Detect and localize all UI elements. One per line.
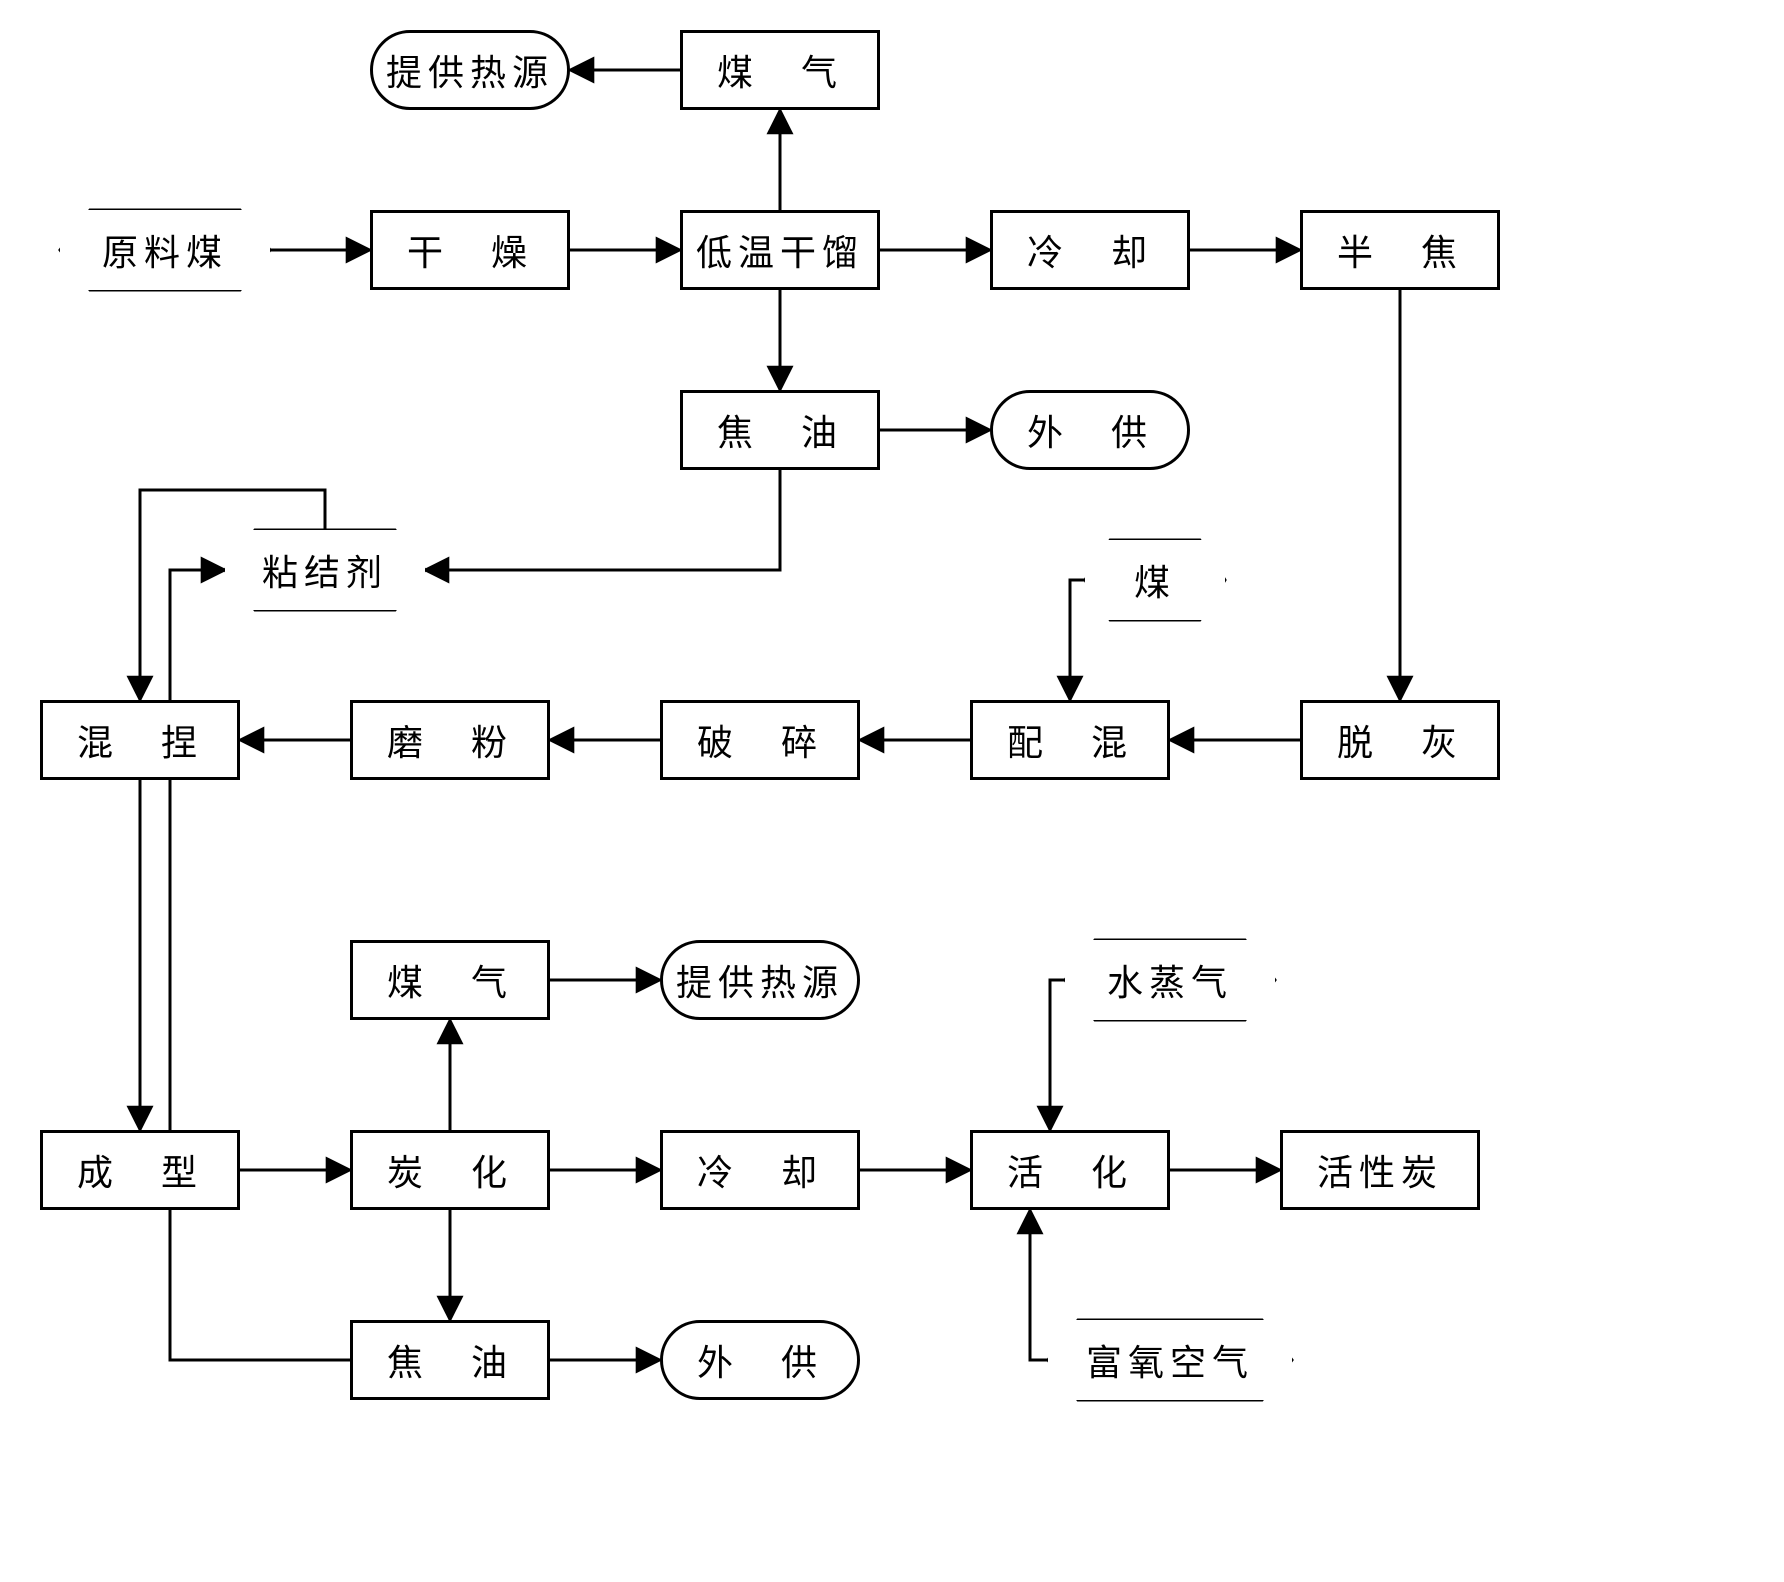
node-label: 干 燥 bbox=[407, 224, 533, 276]
node-label: 冷 却 bbox=[697, 1144, 823, 1196]
node-label: 配 混 bbox=[1007, 714, 1133, 766]
node-label: 煤 气 bbox=[387, 954, 513, 1006]
node-label: 磨 粉 bbox=[387, 714, 513, 766]
node-n_coal2: 煤 bbox=[1085, 540, 1225, 620]
node-n_gas2: 煤 气 bbox=[350, 940, 550, 1020]
node-n_gas1: 煤 气 bbox=[680, 30, 880, 110]
node-n_supply2: 外 供 bbox=[660, 1320, 860, 1400]
node-label: 成 型 bbox=[77, 1144, 203, 1196]
node-n_deash: 脱 灰 bbox=[1300, 700, 1500, 780]
node-n_blend: 配 混 bbox=[970, 700, 1170, 780]
node-n_activate: 活 化 bbox=[970, 1130, 1170, 1210]
node-label: 粘结剂 bbox=[225, 530, 425, 610]
node-n_dry: 干 燥 bbox=[370, 210, 570, 290]
node-label: 脱 灰 bbox=[1337, 714, 1463, 766]
node-label: 低温干馏 bbox=[696, 224, 864, 276]
node-n_heat2: 提供热源 bbox=[660, 940, 860, 1020]
node-label: 混 捏 bbox=[77, 714, 203, 766]
node-label: 活性炭 bbox=[1317, 1144, 1443, 1196]
node-n_cool1: 冷 却 bbox=[990, 210, 1190, 290]
node-label: 冷 却 bbox=[1027, 224, 1153, 276]
node-label: 活 化 bbox=[1007, 1144, 1133, 1196]
node-label: 焦 油 bbox=[387, 1334, 513, 1386]
node-n_lowtemp: 低温干馏 bbox=[680, 210, 880, 290]
node-label: 原料煤 bbox=[60, 210, 270, 290]
node-label: 煤 气 bbox=[717, 44, 843, 96]
node-n_steam: 水蒸气 bbox=[1065, 940, 1275, 1020]
node-label: 外 供 bbox=[697, 1334, 823, 1386]
node-label: 焦 油 bbox=[717, 404, 843, 456]
node-label: 提供热源 bbox=[676, 954, 844, 1006]
node-n_actc: 活性炭 bbox=[1280, 1130, 1480, 1210]
node-n_crush: 破 碎 bbox=[660, 700, 860, 780]
node-label: 破 碎 bbox=[697, 714, 823, 766]
node-n_supply1: 外 供 bbox=[990, 390, 1190, 470]
node-n_mold: 成 型 bbox=[40, 1130, 240, 1210]
node-n_oxyair: 富氧空气 bbox=[1048, 1320, 1292, 1400]
node-label: 半 焦 bbox=[1337, 224, 1463, 276]
node-n_carbon: 炭 化 bbox=[350, 1130, 550, 1210]
node-label: 煤 bbox=[1085, 540, 1225, 620]
flowchart-canvas: 原料煤干 燥低温干馏冷 却半 焦煤 气提供热源焦 油外 供粘结剂煤混 捏磨 粉破… bbox=[0, 0, 1784, 1582]
node-label: 外 供 bbox=[1027, 404, 1153, 456]
node-n_semicoke: 半 焦 bbox=[1300, 210, 1500, 290]
node-n_grind: 磨 粉 bbox=[350, 700, 550, 780]
node-n_tar1: 焦 油 bbox=[680, 390, 880, 470]
node-n_heat1: 提供热源 bbox=[370, 30, 570, 110]
node-n_rawcoal: 原料煤 bbox=[60, 210, 270, 290]
node-n_binder: 粘结剂 bbox=[225, 530, 425, 610]
node-label: 水蒸气 bbox=[1065, 940, 1275, 1020]
node-label: 炭 化 bbox=[387, 1144, 513, 1196]
node-n_knead: 混 捏 bbox=[40, 700, 240, 780]
node-label: 富氧空气 bbox=[1048, 1320, 1292, 1400]
node-n_tar2: 焦 油 bbox=[350, 1320, 550, 1400]
node-label: 提供热源 bbox=[386, 44, 554, 96]
node-n_cool2: 冷 却 bbox=[660, 1130, 860, 1210]
